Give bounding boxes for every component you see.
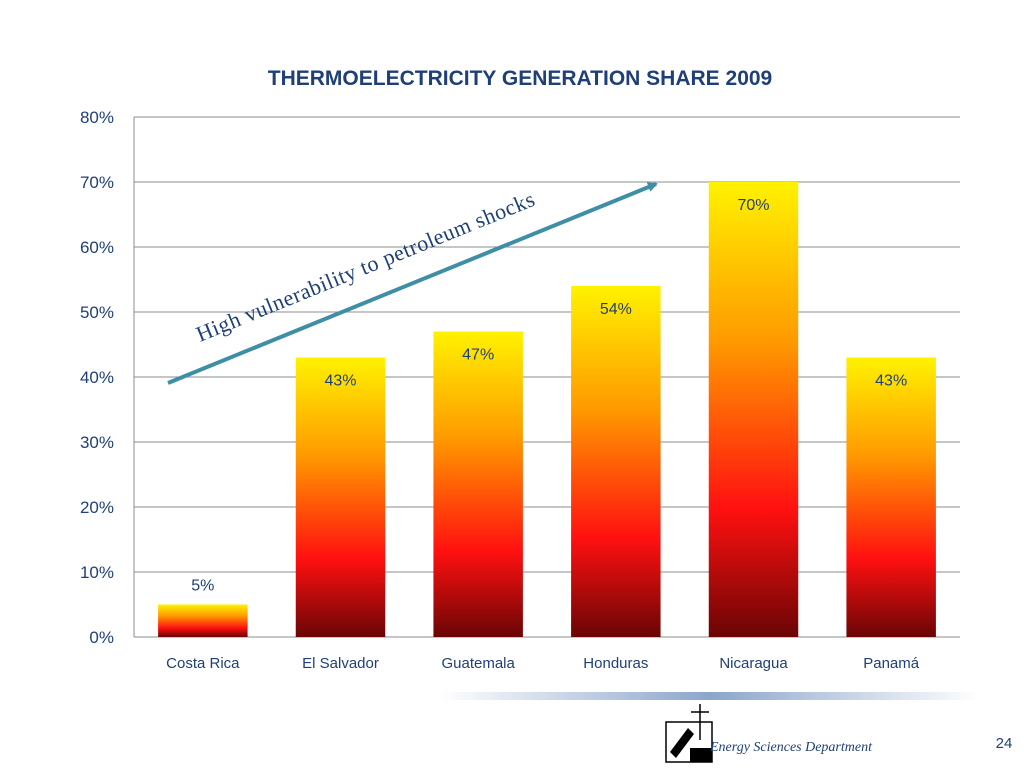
y-tick-label: 40% xyxy=(80,368,114,387)
data-labels: 5% 43% 47% 54% 70% 43% xyxy=(191,197,907,595)
bar xyxy=(295,357,386,637)
category-label: Guatemala xyxy=(441,655,515,672)
page-number: 24 xyxy=(996,735,1013,752)
y-tick-label: 80% xyxy=(80,108,114,127)
data-label: 43% xyxy=(875,373,907,390)
bar xyxy=(433,331,523,637)
category-label: El Salvador xyxy=(302,655,379,672)
y-tick-label: 70% xyxy=(80,173,114,192)
data-label: 47% xyxy=(462,347,494,364)
bar xyxy=(708,182,799,637)
x-axis-categories: Costa Rica El Salvador Guatemala Honduras Ni… xyxy=(166,655,920,672)
y-tick-label: 30% xyxy=(80,433,114,452)
footer-divider xyxy=(440,692,980,700)
category-label: Nicaragua xyxy=(719,655,788,672)
bars xyxy=(158,182,936,637)
category-label: Panamá xyxy=(863,655,920,672)
y-axis-ticks: 0% 10% 20% 30% 40% 50% 60% 70% 80% xyxy=(80,108,114,647)
y-tick-label: 20% xyxy=(80,498,114,517)
y-tick-label: 60% xyxy=(80,238,114,257)
y-tick-label: 50% xyxy=(80,303,114,322)
data-label: 5% xyxy=(191,578,214,595)
bar xyxy=(846,357,936,637)
chart-title: THERMOELECTRICITY GENERATION SHARE 2009 xyxy=(268,67,772,90)
bar xyxy=(571,286,661,637)
category-label: Costa Rica xyxy=(166,655,240,672)
grid xyxy=(133,116,960,638)
department-logo xyxy=(665,704,713,763)
data-label: 54% xyxy=(600,301,632,318)
department-name: Energy Sciences Department xyxy=(709,740,873,755)
data-label: 43% xyxy=(324,373,356,390)
trend-arrow xyxy=(167,182,658,385)
y-tick-label: 10% xyxy=(80,563,114,582)
category-label: Honduras xyxy=(583,655,648,672)
annotation-text: High vulnerability to petroleum shocks xyxy=(192,186,538,347)
y-tick-label: 0% xyxy=(89,628,114,647)
data-label: 70% xyxy=(737,197,769,214)
bar xyxy=(158,604,248,637)
